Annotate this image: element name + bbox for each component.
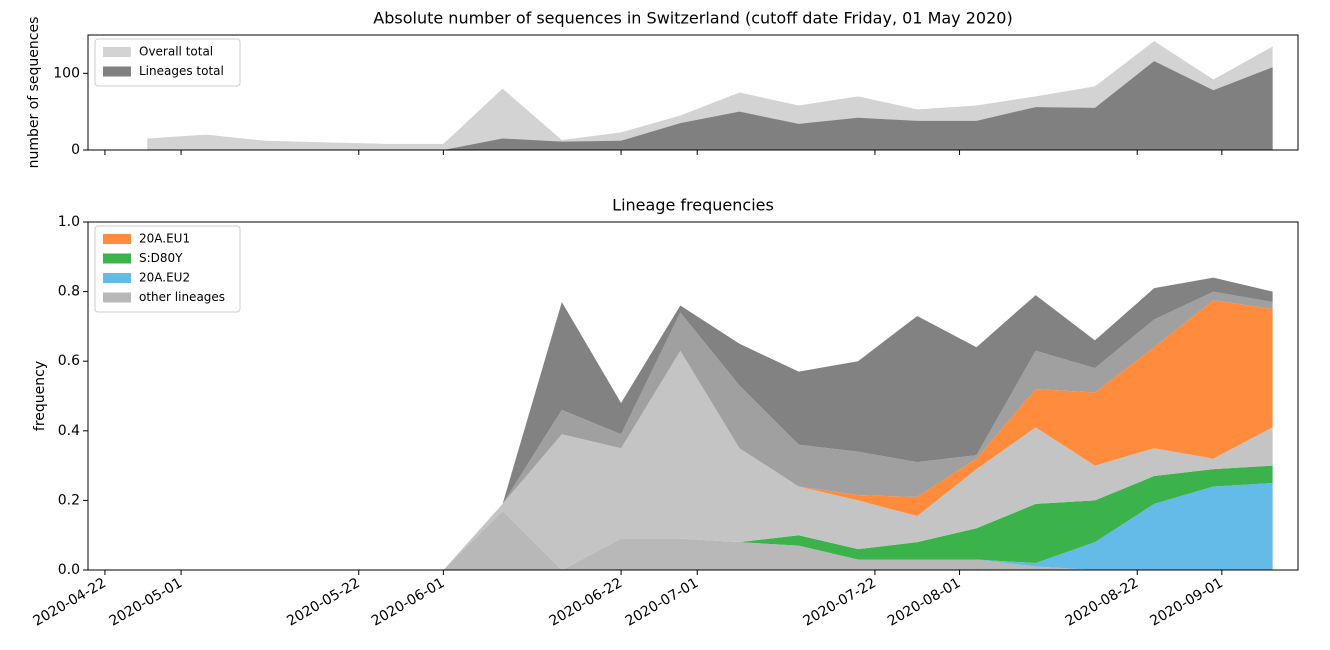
- legend-label: Overall total: [139, 45, 213, 59]
- chart-title: Absolute number of sequences in Switzerl…: [373, 9, 1012, 28]
- y-tick-label: 0.4: [58, 423, 80, 439]
- legend-swatch: [103, 273, 131, 283]
- legend-swatch: [103, 66, 131, 77]
- x-tick-label: 2020-09-01: [1147, 575, 1225, 630]
- legend-box: [94, 38, 241, 87]
- plot-frame: [87, 221, 1299, 571]
- y-tick-label: 0.0: [58, 562, 80, 578]
- y-tick-label: 1.0: [58, 214, 80, 230]
- x-tick-label: 2020-08-01: [885, 575, 963, 630]
- area: [147, 483, 1273, 570]
- y-axis-label: number of sequences: [26, 17, 42, 169]
- legend-label: 20A.EU1: [139, 232, 190, 246]
- area: [147, 465, 1273, 570]
- x-tick-label: 2020-05-01: [107, 575, 185, 630]
- plot-frame: [87, 34, 1299, 151]
- x-tick-label: 2020-06-22: [547, 575, 625, 630]
- area: [147, 350, 1273, 570]
- x-tick-label: 2020-07-01: [623, 575, 701, 630]
- y-axis-label: frequency: [32, 361, 48, 431]
- legend-label: 20A.EU2: [139, 271, 190, 285]
- legend-box: [94, 225, 241, 313]
- y-tick-label: 0.6: [58, 353, 80, 369]
- legend-swatch: [103, 253, 131, 264]
- legend-label: other lineages: [139, 290, 225, 304]
- area: [147, 277, 1273, 570]
- y-tick-label: 0.8: [58, 284, 80, 300]
- legend-label: Lineages total: [139, 64, 224, 78]
- legend-swatch: [103, 234, 131, 244]
- chart-title: Lineage frequencies: [612, 196, 774, 215]
- area: [147, 61, 1273, 150]
- x-tick-label: 2020-06-01: [369, 575, 447, 630]
- legend-label: S:D80Y: [139, 251, 183, 265]
- x-tick-label: 2020-07-22: [800, 575, 878, 630]
- y-tick-label: 0: [71, 142, 80, 158]
- y-tick-label: 0.2: [58, 492, 80, 508]
- x-tick-label: 2020-08-22: [1063, 575, 1141, 630]
- x-tick-label: 2020-05-22: [284, 575, 362, 630]
- x-tick-label: 2020-04-22: [30, 575, 108, 630]
- legend-swatch: [103, 292, 131, 303]
- y-tick-label: 100: [53, 65, 80, 81]
- area: [147, 291, 1273, 570]
- area: [147, 510, 1273, 570]
- legend-swatch: [103, 47, 131, 57]
